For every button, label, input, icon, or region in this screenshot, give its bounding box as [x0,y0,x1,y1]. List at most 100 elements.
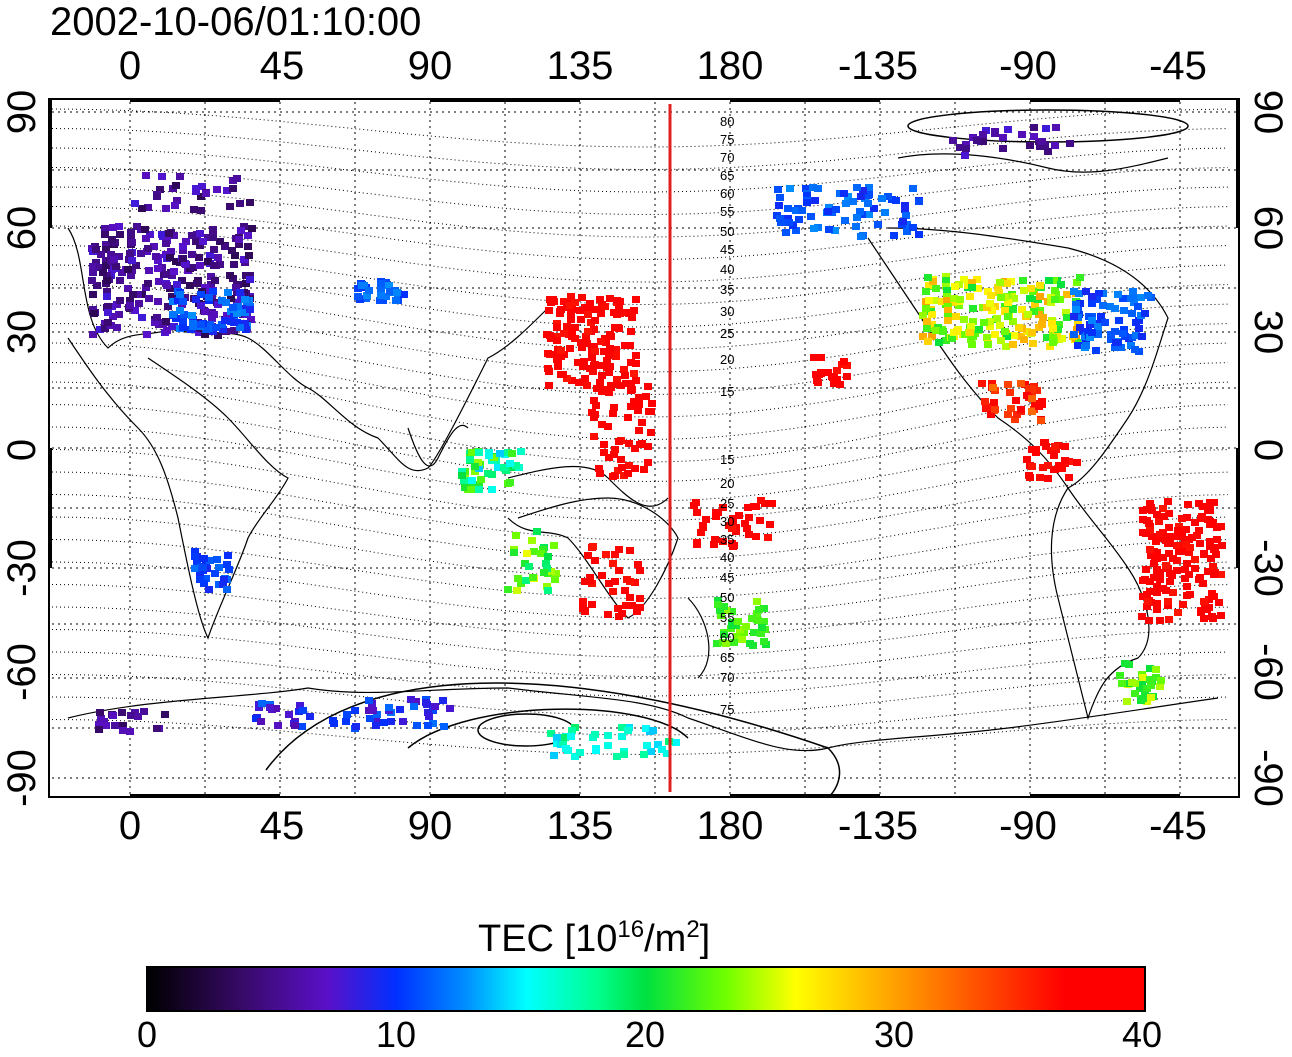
tec-patch [831,227,839,234]
tec-patch [255,704,263,711]
tec-patch [618,724,626,731]
tec-patch [1179,601,1187,608]
tec-patch [1017,406,1025,413]
tec-patch [1169,555,1177,562]
tec-patch [127,272,135,279]
lat-tick-left: 0 [0,438,44,462]
tec-patch [163,271,171,278]
tec-patch [376,297,384,304]
tec-patch [635,401,643,408]
lat-tick-left: 60 [0,205,44,251]
tec-patch [950,295,958,302]
tec-patch [1038,321,1046,328]
tec-patch [922,305,930,312]
lon-tick-top: -90 [999,44,1057,88]
tec-patch [230,319,238,326]
tec-patch [953,328,961,335]
tec-patch [1061,443,1069,450]
tec-patch [1206,507,1214,514]
tec-patch [728,525,736,532]
tec-patch [1156,576,1164,583]
tec-patch [774,186,782,193]
tec-patch [699,524,707,531]
lon-tick-top: 45 [259,44,305,88]
tec-patch [1030,133,1038,140]
tec-patch [606,295,614,302]
tec-patch [743,525,751,532]
tec-patch [1215,599,1223,606]
tec-patch [413,722,421,729]
tec-patch [423,701,431,708]
tec-patch [274,722,282,729]
tec-patch [928,333,936,340]
tec-patch [210,246,218,253]
tec-patch [1066,140,1074,147]
tec-patch [1003,280,1011,287]
tec-patch [1165,616,1173,623]
tec-patch [1218,542,1226,549]
tec-patch [557,347,565,354]
tec-patch [170,323,178,330]
tec-patch [209,226,217,233]
tec-patch [248,225,256,232]
tec-patch [365,697,373,704]
tec-patch [597,310,605,317]
tec-patch [1097,313,1105,320]
tec-patch [1183,583,1191,590]
colorbar-tick: 30 [873,1014,915,1055]
tec-patch [197,193,205,200]
tec-patch [153,193,161,200]
tec-patch [614,605,622,612]
tec-patch [943,287,951,294]
contour-label: 45 [720,570,734,585]
tec-patch [1197,608,1205,615]
tec-patch [1127,342,1135,349]
tec-patch [517,580,525,587]
tec-patch [329,717,337,724]
tec-patch [1156,683,1164,690]
tec-patch [461,484,469,491]
magnetic-contour [51,539,1229,600]
tec-patch [1191,565,1199,572]
tec-patch [968,341,976,348]
tec-patch [841,217,849,224]
lat-tick-right: -90 [1246,749,1290,807]
tec-patch [981,398,989,405]
colorbar-tick: 20 [624,1014,666,1055]
tec-patch [128,257,136,264]
contour-label: 15 [720,452,734,467]
tec-patch [728,540,736,547]
tec-patch [1088,317,1096,324]
tec-patch [1156,617,1164,624]
tec-patch [591,557,599,564]
contour-label: 50 [720,224,734,239]
tec-patch [587,306,595,313]
tec-patch [429,707,437,714]
tec-patch [1165,524,1173,531]
tec-patch [197,291,205,298]
tec-patch [1061,457,1069,464]
tec-patch [223,187,231,194]
tec-patch [152,253,160,260]
tec-patch [738,636,746,643]
tec-patch [991,331,999,338]
tec-patch [144,280,152,287]
tec-patch [132,262,140,269]
tec-patch [1200,551,1208,558]
tec-patch [181,260,189,267]
tec-patch [618,610,626,617]
tec-patch [615,438,623,445]
tec-patch [1070,331,1078,338]
tec-patch [1209,563,1217,570]
tec-patch [126,250,134,257]
tec-patch [1039,314,1047,321]
tec-patch [89,269,97,276]
lon-tick-bottom: -135 [837,804,919,848]
tec-patch [928,321,936,328]
tec-patch [1099,302,1107,309]
tec-patch [1166,570,1174,577]
tec-patch [192,238,200,245]
tec-patch [746,640,754,647]
tec-patch [140,708,148,715]
tec-patch [728,608,736,615]
